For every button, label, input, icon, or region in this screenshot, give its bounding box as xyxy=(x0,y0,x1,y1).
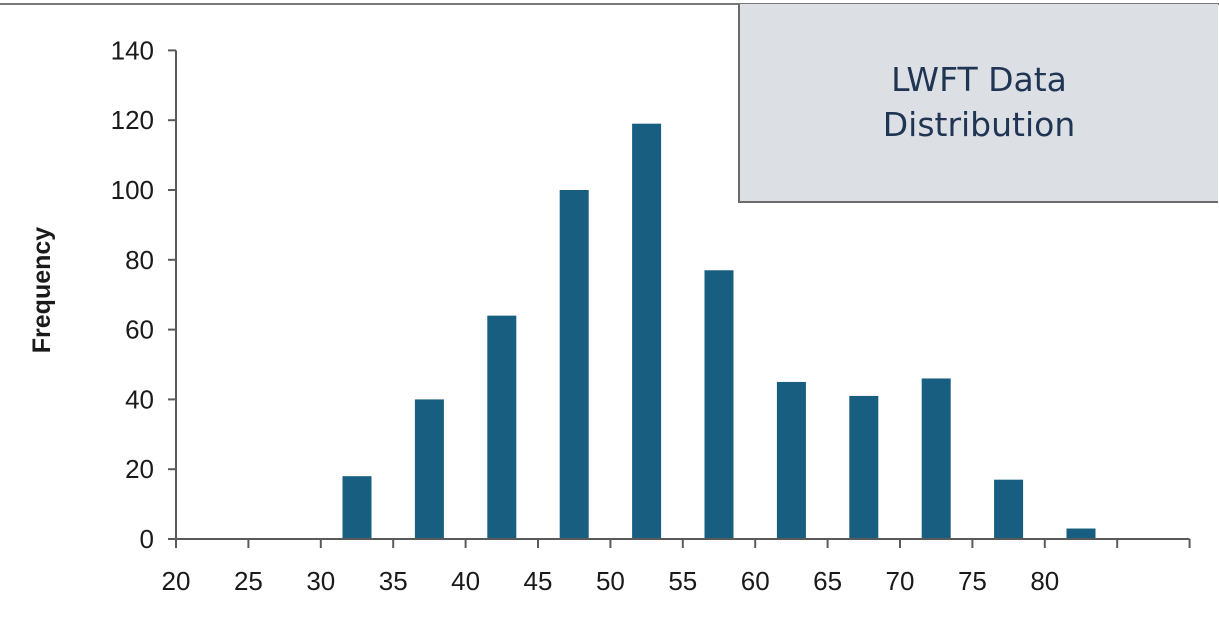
bar-65 xyxy=(849,395,879,539)
x-tick-label: 75 xyxy=(958,566,987,596)
x-tick-label: 80 xyxy=(1030,566,1059,596)
y-tick-label: 60 xyxy=(125,315,154,345)
x-tick-label: 65 xyxy=(813,566,842,596)
bar-35 xyxy=(414,399,444,539)
x-tick-label: 25 xyxy=(234,566,263,596)
x-tick-label: 60 xyxy=(741,566,770,596)
bar-70 xyxy=(921,378,951,539)
y-tick-label: 140 xyxy=(111,35,154,65)
x-tick-label: 50 xyxy=(596,566,625,596)
x-tick-label: 35 xyxy=(379,566,408,596)
bar-60 xyxy=(776,381,806,539)
x-tick-label: 40 xyxy=(451,566,480,596)
x-tick-label: 70 xyxy=(886,566,915,596)
y-tick-label: 120 xyxy=(111,105,154,135)
y-tick-label: 20 xyxy=(125,454,154,484)
x-tick-label: 45 xyxy=(524,566,553,596)
bar-40 xyxy=(487,315,517,539)
bar-80 xyxy=(1066,528,1096,539)
y-tick-label: 40 xyxy=(125,384,154,414)
y-tick-label: 100 xyxy=(111,175,154,205)
bar-50 xyxy=(632,123,662,539)
annotation-box: LWFT Data Distribution xyxy=(738,4,1218,203)
annotation-text: LWFT Data Distribution xyxy=(882,59,1076,144)
x-tick-label: 30 xyxy=(306,566,335,596)
y-tick-labels: 0 20 40 60 80 100 120 140 xyxy=(111,35,154,554)
y-tick-label: 0 xyxy=(140,524,154,554)
bars-layer xyxy=(342,123,1096,539)
y-axis-title: Frequency xyxy=(28,227,56,354)
x-tick-label: 55 xyxy=(668,566,697,596)
bar-55 xyxy=(704,270,734,539)
bar-30 xyxy=(342,476,372,539)
axes-layer xyxy=(168,49,1191,548)
bar-45 xyxy=(559,190,589,539)
bar-75 xyxy=(994,479,1024,539)
x-tick-label: 20 xyxy=(162,566,191,596)
x-tick-labels: 20 25 30 35 40 45 50 55 60 65 70 75 80 xyxy=(162,566,1060,596)
y-tick-label: 80 xyxy=(125,245,154,275)
